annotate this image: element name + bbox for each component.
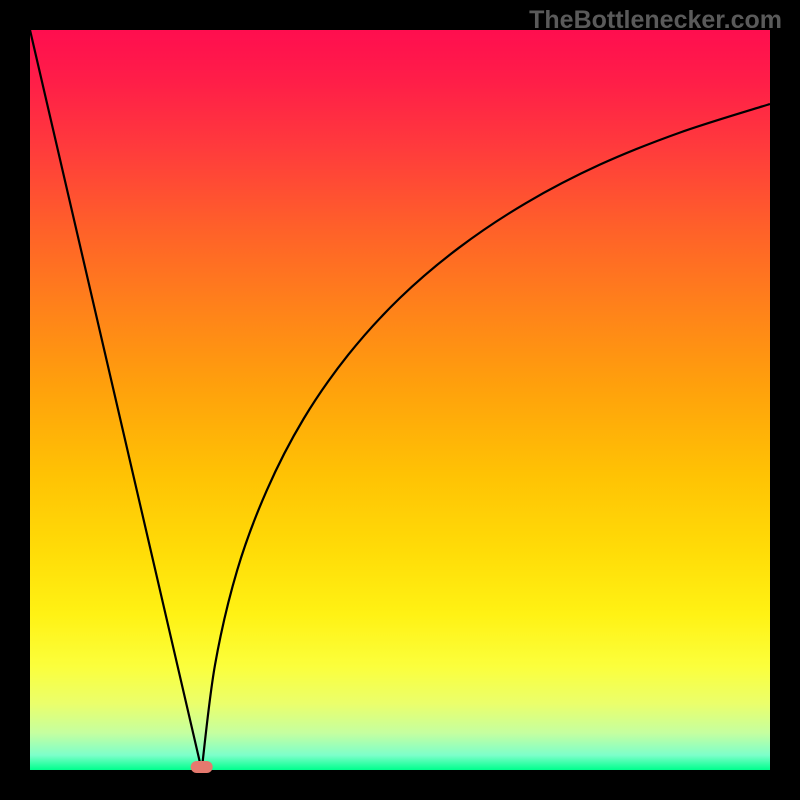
bottleneck-chart: TheBottlenecker.com: [0, 0, 800, 800]
watermark-text: TheBottlenecker.com: [529, 6, 782, 35]
chart-svg: [0, 0, 800, 800]
optimal-point-marker: [191, 761, 213, 773]
